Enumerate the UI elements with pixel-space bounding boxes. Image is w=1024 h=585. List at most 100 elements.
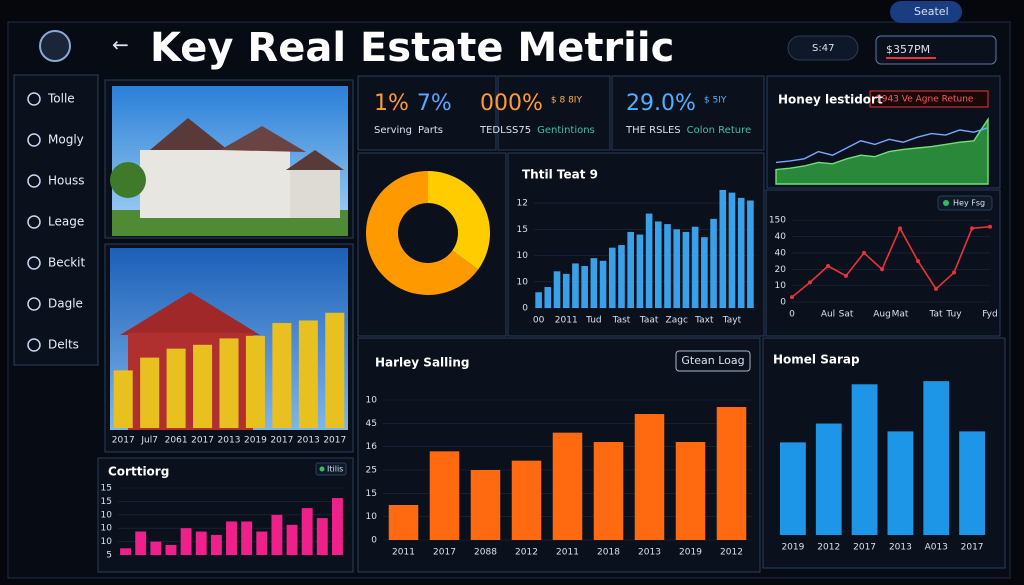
sidebar-label[interactable]: Beckit — [48, 256, 85, 270]
x-tick-label: Taxt — [694, 316, 714, 326]
bar — [815, 423, 842, 535]
line-point — [988, 224, 992, 229]
input-text[interactable]: $357PM — [886, 43, 930, 56]
x-tick-label: Aug — [873, 310, 891, 320]
x-tick-label: 2088 — [474, 548, 497, 558]
sidebar-label[interactable]: Tolle — [47, 92, 75, 106]
sidebar-label[interactable]: Delts — [48, 338, 79, 352]
logo[interactable] — [39, 30, 71, 62]
x-tick-label: 2017 — [191, 436, 214, 446]
x-tick-label: 2017 — [270, 436, 293, 446]
bar — [301, 508, 313, 555]
sidebar-label[interactable]: Leage — [48, 215, 84, 229]
y-tick-label: 20 — [775, 265, 787, 275]
bar — [618, 245, 625, 308]
bar — [581, 266, 588, 308]
kpi-label: Gentintions — [537, 125, 595, 136]
bar — [226, 521, 237, 555]
bar — [737, 197, 745, 308]
roof — [120, 292, 260, 335]
x-tick-label: A013 — [925, 543, 948, 553]
house-wing — [290, 168, 340, 218]
bar — [636, 234, 644, 308]
kpi-card — [357, 75, 497, 151]
bar — [325, 312, 345, 428]
bar — [150, 541, 162, 555]
chart-title: Harley Salling — [375, 356, 470, 370]
bar — [298, 320, 318, 428]
back-arrow[interactable]: ← — [112, 33, 129, 57]
line-point — [916, 259, 920, 264]
sidebar-icon[interactable] — [27, 297, 41, 311]
bar — [180, 528, 192, 555]
bar — [645, 213, 653, 308]
line-point — [880, 267, 884, 272]
search-text[interactable]: Seatel — [914, 5, 949, 18]
sidebar-icon[interactable] — [27, 133, 41, 147]
x-tick-label: Sat — [839, 310, 854, 320]
bar — [552, 432, 583, 540]
bar — [599, 260, 607, 308]
bar — [682, 231, 690, 308]
sidebar-label[interactable]: Dagle — [48, 297, 83, 311]
sidebar-label[interactable]: Mogly — [48, 133, 84, 147]
kpi-label: Parts — [418, 125, 443, 136]
x-tick-label: 2013 — [218, 436, 241, 446]
y-tick-label: 10 — [366, 396, 378, 406]
x-tick-label: Zagc — [666, 316, 688, 326]
x-tick-label: Aul — [821, 310, 835, 320]
sidebar-icon[interactable] — [27, 338, 41, 352]
bar — [544, 287, 552, 308]
y-tick-label: 10 — [517, 251, 529, 261]
bar — [120, 548, 132, 555]
search-button[interactable] — [890, 1, 962, 23]
sidebar-icon[interactable] — [27, 92, 41, 106]
bar — [959, 431, 985, 535]
x-tick-label: 2019 — [781, 543, 804, 553]
bar — [256, 531, 268, 555]
donut-slice — [365, 171, 479, 295]
x-tick-label: 2061 — [165, 436, 188, 446]
line-point — [934, 286, 938, 291]
x-tick-label: 2013 — [297, 436, 320, 446]
kpi-value: $ 5IY — [704, 96, 727, 106]
sidebar-label[interactable]: Houss — [48, 174, 84, 188]
line-point — [970, 226, 974, 231]
sidebar-icon[interactable] — [27, 215, 41, 229]
kpi-label: Colon Reture — [687, 125, 751, 136]
bar — [675, 442, 706, 540]
bar — [553, 271, 561, 308]
line-point — [826, 264, 830, 268]
x-tick-label: 2013 — [889, 543, 912, 553]
chart-title: Thtil Teat 9 — [522, 168, 598, 182]
bar — [710, 218, 717, 308]
bar — [634, 414, 665, 540]
bar — [193, 344, 213, 428]
bar — [271, 514, 283, 555]
line — [791, 225, 991, 298]
sidebar-icon[interactable] — [27, 174, 41, 188]
kpi-value: 7% — [417, 91, 452, 116]
x-tick-label: 2018 — [597, 548, 620, 558]
sidebar-icon[interactable] — [27, 256, 41, 270]
house-body — [140, 150, 290, 218]
y-tick-label: 40 — [775, 232, 787, 242]
bar — [241, 521, 253, 555]
status-pill[interactable] — [787, 35, 859, 61]
bar — [245, 335, 265, 428]
line-point — [844, 273, 848, 278]
y-tick-label: 40 — [775, 248, 787, 258]
chart-button-label[interactable]: Gtean Loag — [681, 354, 744, 367]
x-tick-label: 2012 — [515, 548, 538, 558]
y-tick-label: 15 — [517, 225, 528, 235]
bar — [286, 524, 298, 555]
y-tick-label: 25 — [366, 466, 377, 476]
bar — [673, 229, 681, 308]
bar — [388, 505, 419, 540]
kpi-value: 000% — [480, 91, 543, 116]
x-tick-label: 0 — [789, 310, 795, 320]
kpi-card — [611, 75, 765, 151]
legend-swatch — [943, 200, 949, 206]
kpi-label: Serving — [374, 125, 412, 136]
chart-button[interactable] — [675, 350, 751, 372]
